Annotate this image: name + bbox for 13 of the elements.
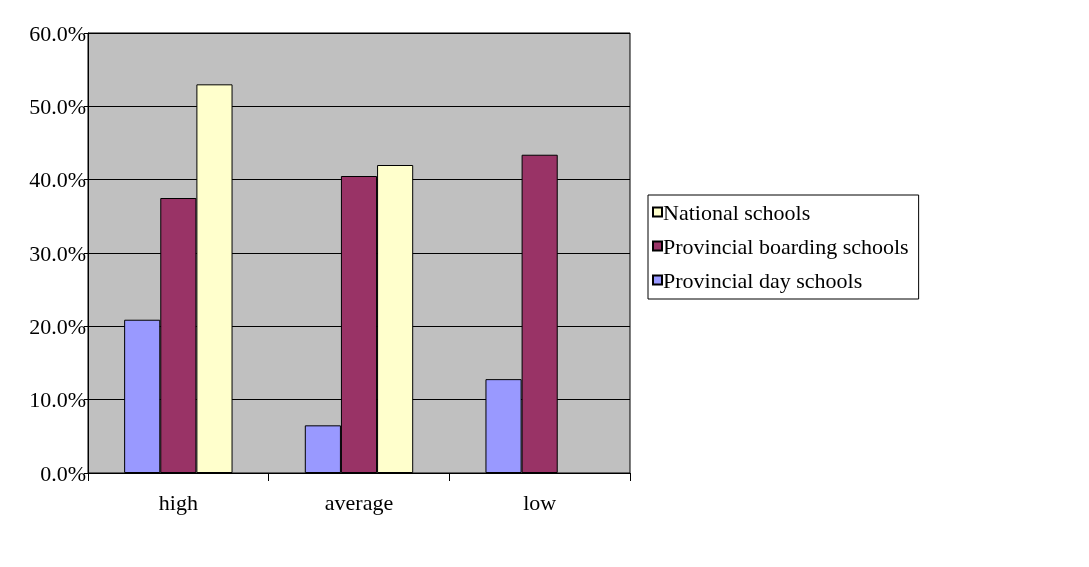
- x-tick-label: average: [324, 489, 394, 515]
- y-tick-label: 50.0%: [29, 93, 86, 119]
- legend-label: National schools: [663, 199, 811, 225]
- y-tick-label: 20.0%: [29, 313, 86, 339]
- y-tick-label: 40.0%: [29, 167, 86, 193]
- legend-label: Provincial boarding schools: [663, 233, 909, 259]
- x-tick-label: high: [158, 489, 198, 515]
- legend-label: Provincial day schools: [663, 267, 863, 293]
- y-tick-label: 10.0%: [29, 387, 86, 413]
- y-tick-label: 60.0%: [29, 20, 86, 46]
- x-tick-label: low: [523, 489, 557, 515]
- y-tick-label: 30.0%: [29, 240, 86, 266]
- y-tick-label: 0.0%: [40, 460, 86, 486]
